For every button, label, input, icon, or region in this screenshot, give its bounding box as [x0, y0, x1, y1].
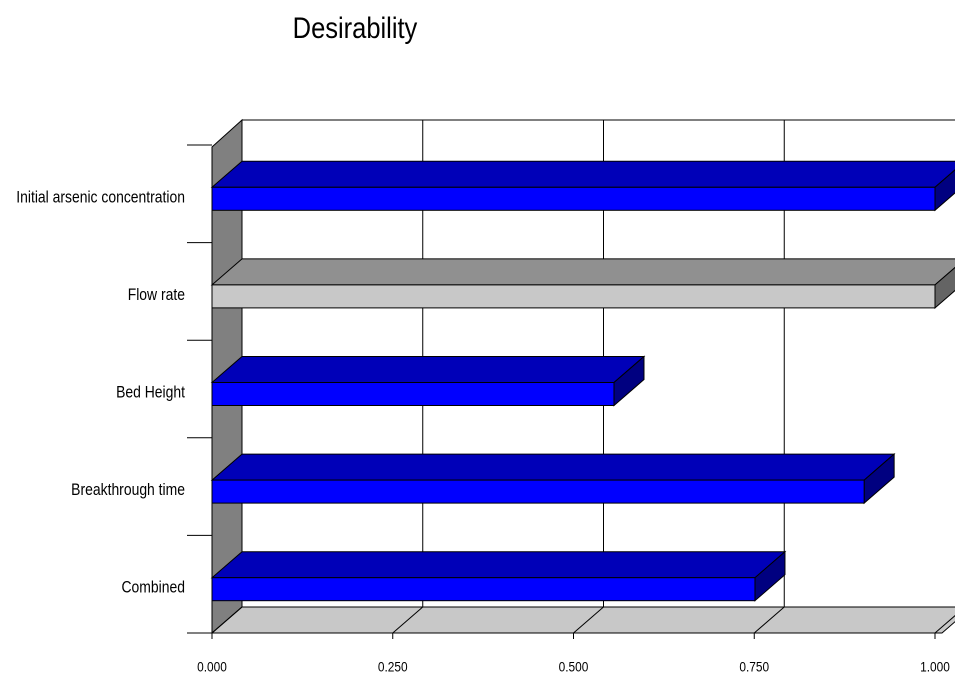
bar: [211, 479, 865, 504]
bar: [211, 186, 936, 211]
bars: [210, 160, 955, 602]
chart-title: Desirability: [293, 11, 418, 44]
bar-top: [210, 356, 646, 383]
bar: [211, 382, 615, 406]
x-tick-label: 1.000: [920, 659, 950, 675]
y-tick-label: Breakthrough time: [71, 481, 185, 500]
floor-line: [753, 606, 785, 634]
x-tick-label: 0.250: [378, 659, 408, 675]
y-tick-label: Combined: [122, 578, 185, 597]
floor: [210, 606, 955, 634]
bar: [211, 284, 936, 309]
floor-line: [211, 606, 243, 634]
y-tick-label: Bed Height: [116, 383, 186, 402]
bar-top: [210, 453, 896, 481]
bar-top: [210, 160, 955, 188]
x-tick-label: 0.500: [559, 659, 589, 675]
floor-line: [934, 615, 955, 634]
bar-top: [210, 258, 955, 286]
y-tick-label: Initial arsenic concentration: [16, 188, 185, 207]
floor-line: [392, 606, 424, 634]
x-tick-label: 0.750: [739, 659, 769, 675]
labels: 0.000 0.250 0.500 0.750 1.000 Initial arsenic…: [16, 188, 950, 675]
bar-top: [210, 551, 787, 579]
x-tick-label: 0.000: [197, 659, 227, 675]
y-tick-label: Flow rate: [128, 286, 185, 305]
bar: [211, 577, 756, 602]
floor-line: [573, 606, 604, 634]
